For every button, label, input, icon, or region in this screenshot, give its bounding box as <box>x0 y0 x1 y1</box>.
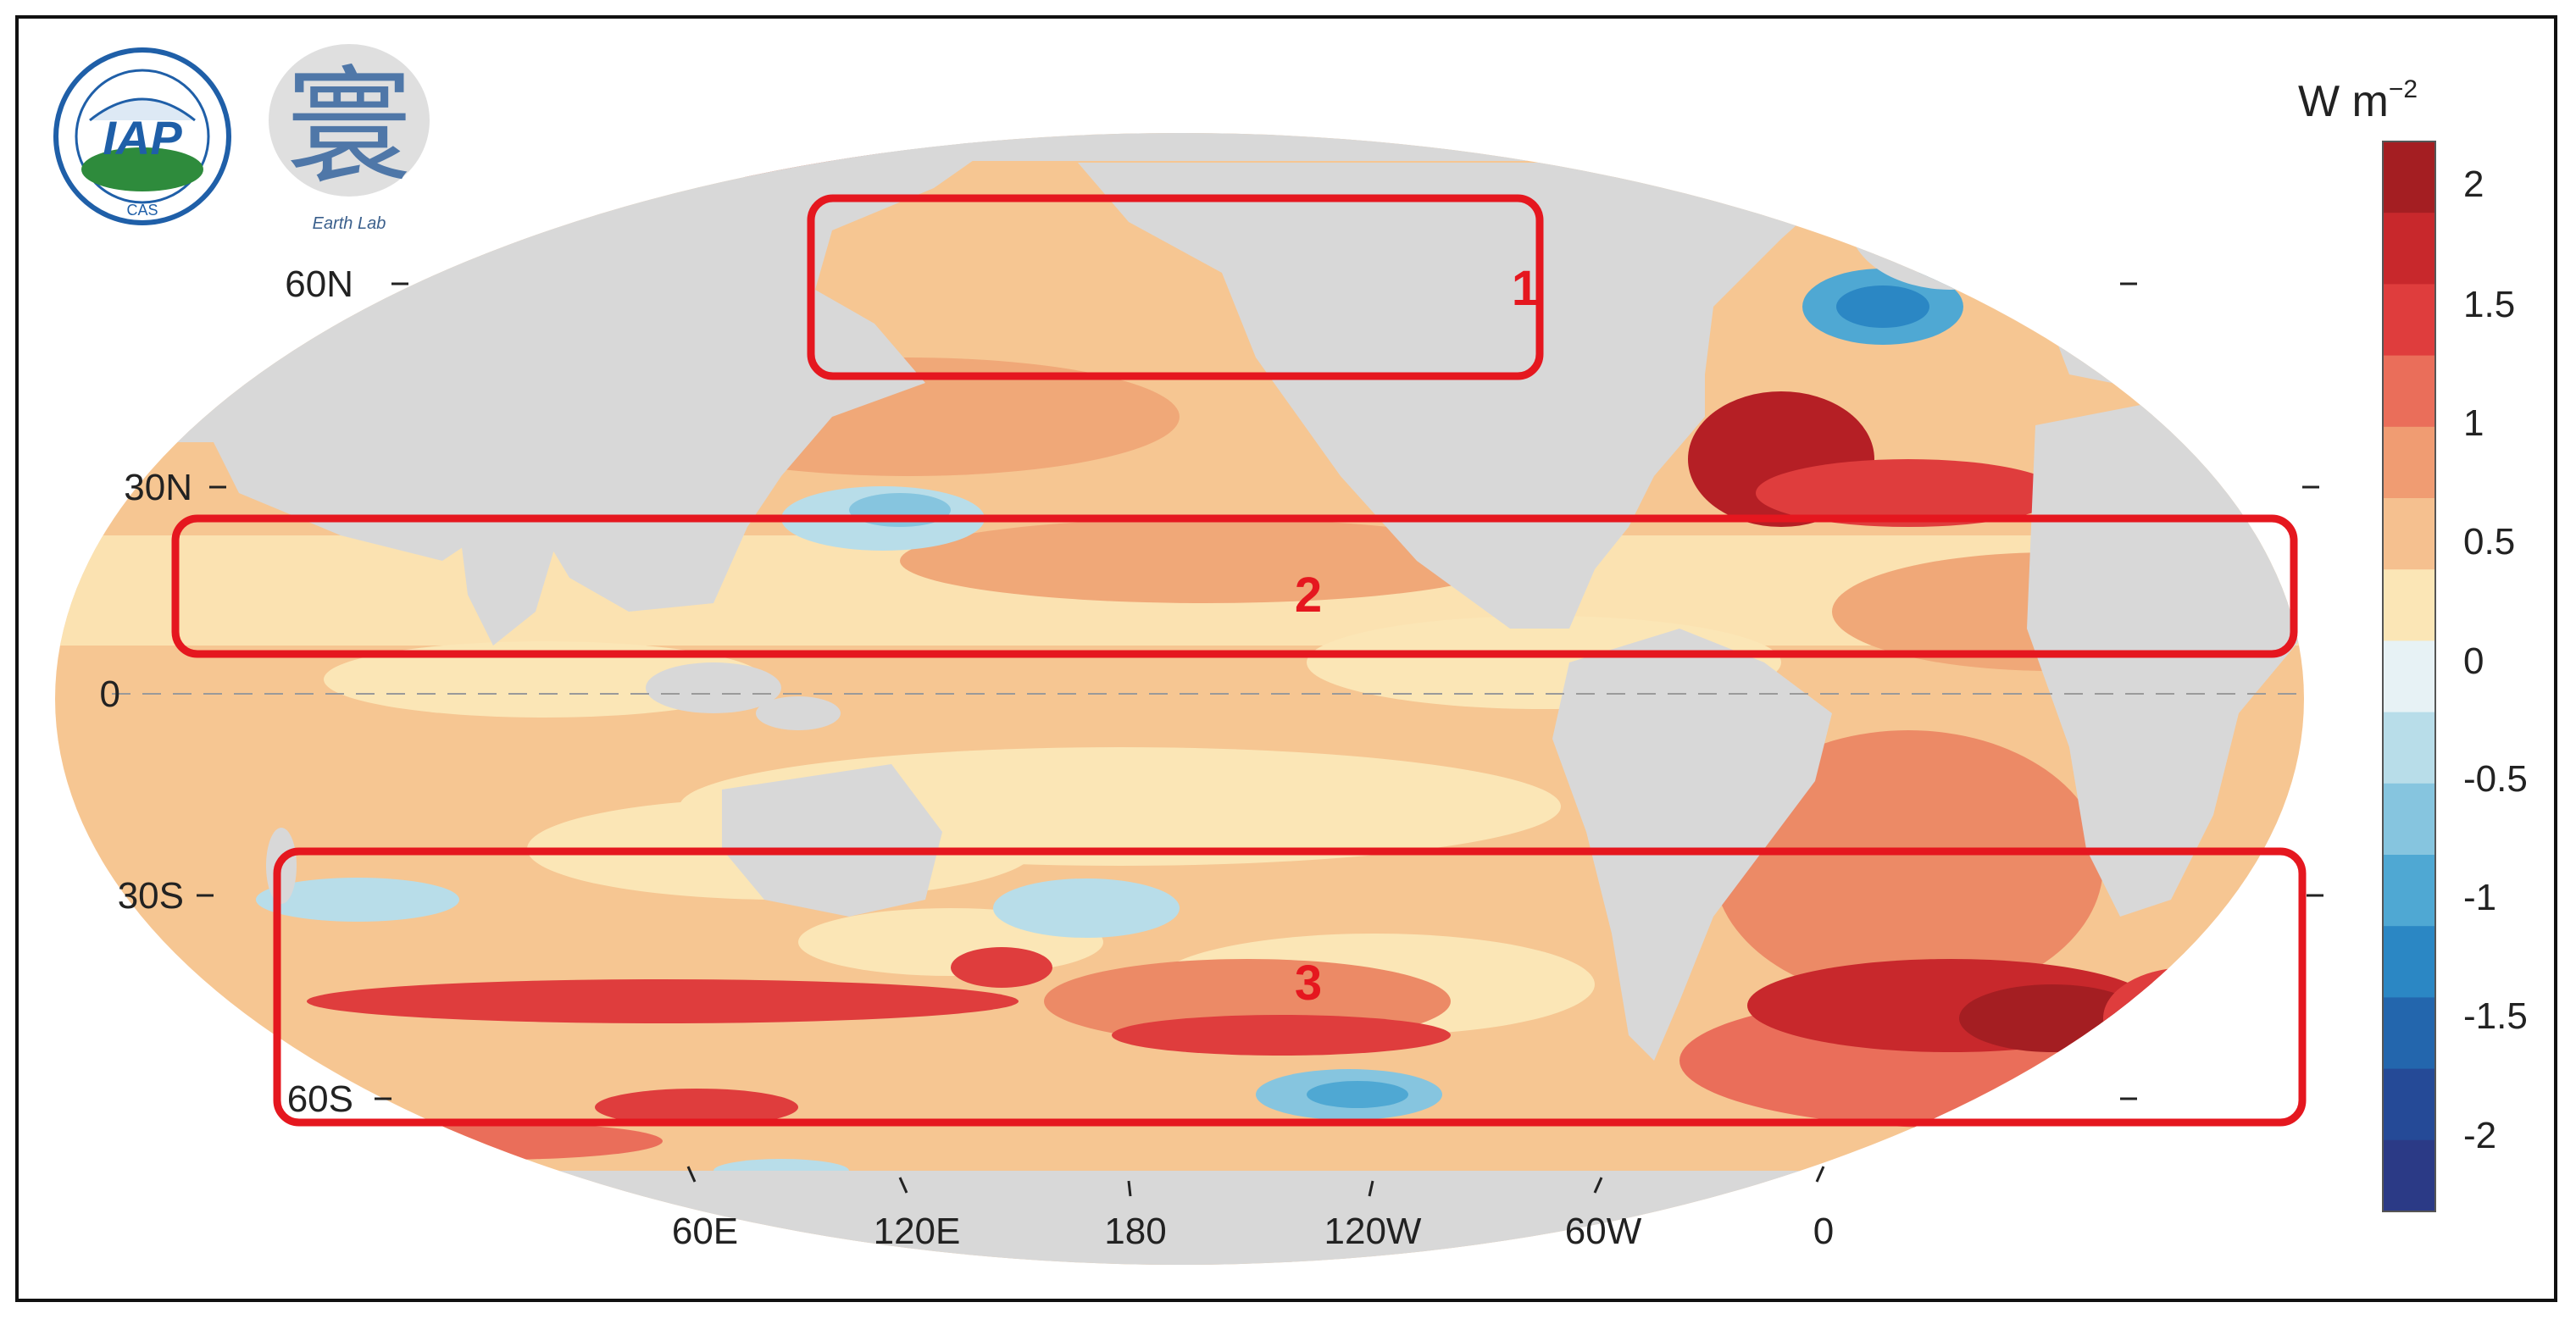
longitude-labels: 60E 120E 180 120W 60W 0 <box>672 1211 1834 1252</box>
colorbar-cell <box>2383 498 2435 570</box>
land-north-america <box>1078 163 1866 629</box>
colorbar-cell <box>2383 426 2435 499</box>
region-boxes <box>171 194 2307 1127</box>
colorbar-cell <box>2383 141 2435 213</box>
colorbar-tick-0: 0 <box>2463 640 2484 682</box>
colorbar-cell <box>2383 284 2435 357</box>
lon-label-60w: 60W <box>1565 1211 1642 1252</box>
region-labels: 1 2 3 <box>1295 261 1539 1011</box>
iap-logo: IAP CAS <box>53 47 231 225</box>
lon-label-120w: 120W <box>1324 1211 1422 1252</box>
region-box-3 <box>273 847 2307 1127</box>
region-box-2 <box>171 514 2298 658</box>
colorbar-tick-neg-1: -1 <box>2463 877 2496 918</box>
land-india <box>459 527 561 646</box>
lon-label-60e: 60E <box>672 1211 738 1252</box>
colorbar-tick-neg-0-5: -0.5 <box>2463 758 2528 800</box>
colorbar-tick-2: 2 <box>2463 163 2484 205</box>
latitude-ticks <box>197 282 2323 1100</box>
colorbar-tick-labels: 2 1.5 1 0.5 0 -0.5 -1 -1.5 -2 <box>2463 163 2528 1156</box>
region-label-3: 3 <box>1295 956 1322 1011</box>
land-australia <box>722 764 942 917</box>
colorbar-tick-0-5: 0.5 <box>2463 521 2515 563</box>
iap-logo-ring-text: CAS <box>126 202 158 219</box>
colorbar-cell <box>2383 355 2435 428</box>
lat-label-60s: 60S <box>287 1078 353 1120</box>
lat-label-30n: 30N <box>124 467 192 508</box>
colorbar-cell <box>2383 783 2435 856</box>
colorbar-cell <box>2383 855 2435 927</box>
colorbar-cell <box>2383 1139 2435 1212</box>
lat-label-60n: 60N <box>285 263 353 305</box>
lat-label-30s: 30S <box>118 875 184 917</box>
iap-logo-text: IAP <box>103 111 182 164</box>
longitude-ticks <box>686 1166 1825 1197</box>
figure-frame: 60N 30N 0 30S 60S 60E 120E 180 120W 60W … <box>15 15 2557 1302</box>
colorbar-unit: W m−2 <box>2298 75 2418 126</box>
colorbar-cell <box>2383 997 2435 1070</box>
colorbar-cell <box>2383 1068 2435 1141</box>
colorbar-cell <box>2383 712 2435 784</box>
map-figure: 60N 30N 0 30S 60S 60E 120E 180 120W 60W … <box>53 44 2528 1265</box>
colorbar-cell <box>2383 926 2435 998</box>
lon-label-0: 0 <box>1813 1211 1834 1252</box>
lon-label-120e: 120E <box>874 1211 961 1252</box>
colorbar-cell <box>2383 640 2435 713</box>
land-south-america <box>1552 629 1832 1061</box>
lon-label-180: 180 <box>1104 1211 1166 1252</box>
colorbar-tick-neg-2: -2 <box>2463 1115 2496 1156</box>
earthlab-logo-glyph: 寰 <box>286 56 413 198</box>
earthlab-logo-text: Earth Lab <box>313 214 386 233</box>
region-label-2: 2 <box>1295 568 1322 623</box>
colorbar-cell <box>2383 569 2435 641</box>
land-antarctica <box>55 1171 2304 1265</box>
colorbar-tick-1-5: 1.5 <box>2463 284 2515 325</box>
region-box-1 <box>807 194 1544 380</box>
colorbar-cells <box>2383 141 2435 1212</box>
colorbar-cell <box>2383 213 2435 285</box>
lat-label-eq: 0 <box>100 673 120 715</box>
region-label-1: 1 <box>1512 261 1539 316</box>
colorbar-tick-neg-1-5: -1.5 <box>2463 995 2528 1037</box>
latitude-labels: 60N 30N 0 30S 60S <box>100 263 353 1120</box>
colorbar: W m−2 2 1.5 1 0.5 0 -0.5 -1 -1.5 -2 <box>2298 75 2528 1212</box>
colorbar-tick-1: 1 <box>2463 402 2484 444</box>
land-maritime-continent <box>646 662 781 713</box>
earthlab-logo: 寰 Earth Lab <box>269 44 430 233</box>
land-greenland <box>1849 154 2052 290</box>
